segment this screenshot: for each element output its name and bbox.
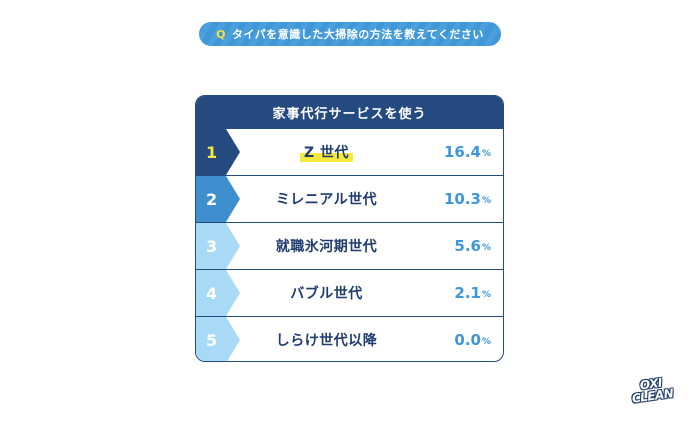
percentage-value: 5.6% <box>454 237 491 255</box>
ranking-row: 5 しらけ世代以降 0.0% <box>196 316 503 361</box>
rank-badge: 1 <box>196 129 240 175</box>
rank-badge: 2 <box>196 176 240 222</box>
percentage-value: 2.1% <box>454 284 491 302</box>
ranking-row: 2 ミレニアル世代 10.3% <box>196 175 503 222</box>
ranking-title: 家事代行サービスを使う <box>196 96 503 128</box>
generation-label: Z 世代 <box>299 142 354 162</box>
rank-badge: 3 <box>196 223 240 269</box>
question-text: タイパを意識した大掃除の方法を教えてください <box>231 28 484 41</box>
rank-badge: 5 <box>196 317 240 361</box>
question-banner: Q タイパを意識した大掃除の方法を教えてください <box>199 22 501 46</box>
generation-label: しらけ世代以降 <box>275 333 378 349</box>
percentage-value: 16.4% <box>443 143 491 161</box>
percentage-value: 0.0% <box>454 331 491 349</box>
oxiclean-logo: OXI CLEAN <box>631 375 675 406</box>
generation-label: 就職氷河期世代 <box>275 239 378 255</box>
rank-badge: 4 <box>196 270 240 316</box>
ranking-row: 1 Z 世代 16.4% <box>196 128 503 175</box>
generation-label: バブル世代 <box>290 286 363 302</box>
ranking-table: 家事代行サービスを使う 1 Z 世代 16.4% 2 ミレニアル世代 10.3%… <box>195 95 504 362</box>
q-badge-icon: Q <box>216 27 226 41</box>
ranking-row: 3 就職氷河期世代 5.6% <box>196 222 503 269</box>
percentage-value: 10.3% <box>443 190 491 208</box>
ranking-row: 4 バブル世代 2.1% <box>196 269 503 316</box>
generation-label: ミレニアル世代 <box>275 192 378 208</box>
